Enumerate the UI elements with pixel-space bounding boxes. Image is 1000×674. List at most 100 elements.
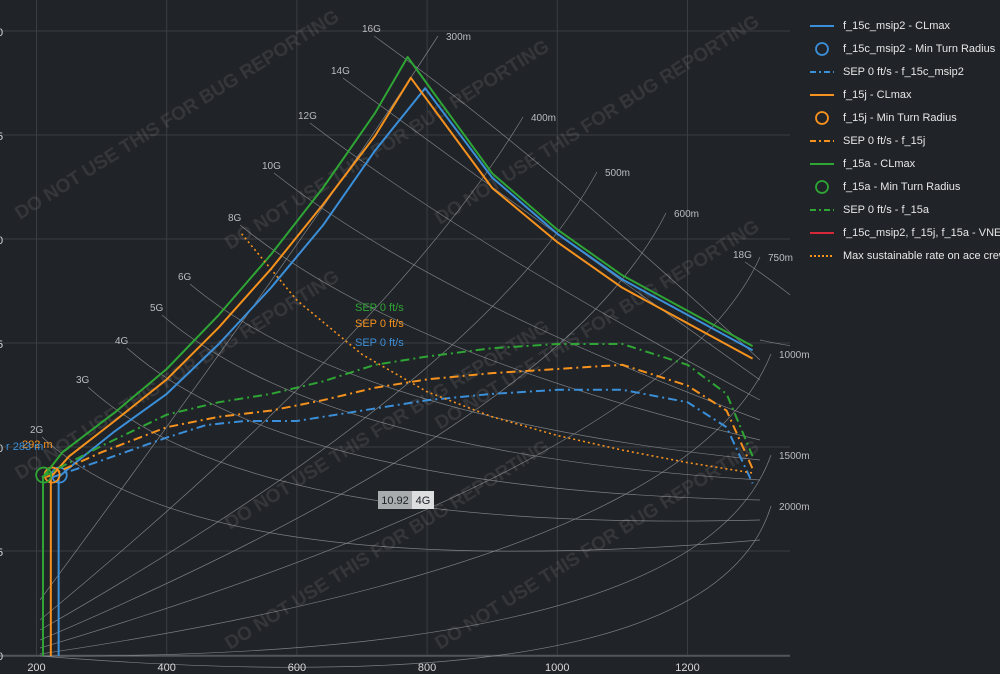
legend-item[interactable]: SEP 0 ft/s - f_15c_msip2 bbox=[808, 60, 1000, 83]
annotation: SEP 0 ft/s bbox=[355, 337, 404, 349]
legend-item[interactable]: SEP 0 ft/s - f_15a bbox=[808, 198, 1000, 221]
series-line bbox=[50, 76, 754, 478]
g-load-curve bbox=[41, 436, 761, 552]
g-load-curve bbox=[189, 283, 761, 461]
hover-label-box bbox=[412, 491, 434, 509]
legend-swatch bbox=[810, 208, 834, 211]
g-load-curve bbox=[373, 35, 761, 361]
legend-item[interactable]: f_15j - CLmax bbox=[808, 83, 1000, 106]
legend-label: f_15c_msip2 - Min Turn Radius bbox=[843, 42, 996, 55]
g-load-curve bbox=[239, 224, 761, 441]
g-label: 16G bbox=[362, 24, 381, 35]
legend: f_15c_msip2 - CLmax f_15c_msip2 - Min Tur… bbox=[808, 14, 1000, 267]
legend-item[interactable]: f_15j - Min Turn Radius bbox=[808, 106, 1000, 129]
g-label: 2G bbox=[30, 425, 44, 436]
legend-label: f_15j - Min Turn Radius bbox=[843, 111, 957, 124]
legend-label: f_15c_msip2 - CLmax bbox=[843, 19, 950, 32]
radius-label: 600m bbox=[674, 209, 699, 220]
radius-label: 1000m bbox=[779, 350, 810, 361]
legend-label: f_15j - CLmax bbox=[843, 88, 912, 101]
axis-ticks: 200 400 600 800 1000 1200 0 5 0 5 0 5 0 bbox=[0, 27, 700, 674]
radius-label: 750m bbox=[768, 253, 793, 264]
radius-label: 500m bbox=[605, 168, 630, 179]
y-tick-label: 5 bbox=[0, 547, 3, 559]
annotation: SEP 0 ft/s bbox=[355, 302, 404, 314]
x-tick-label: 1000 bbox=[545, 662, 569, 674]
legend-swatch bbox=[810, 231, 834, 234]
radius-label: 2000m bbox=[779, 502, 810, 513]
y-tick-label: 0 bbox=[0, 443, 3, 455]
legend-item[interactable]: f_15c_msip2, f_15j, f_15a - VNE bbox=[808, 221, 1000, 244]
legend-swatch bbox=[815, 179, 829, 194]
legend-label: f_15c_msip2, f_15j, f_15a - VNE bbox=[843, 226, 1000, 239]
legend-label: f_15a - Min Turn Radius bbox=[843, 180, 961, 193]
y-tick-label: 5 bbox=[0, 131, 3, 143]
legend-item[interactable]: Max sustainable rate on ace crew bbox=[808, 244, 1000, 267]
watermark-text: DO NOT USE THIS FOR BUG REPORTING bbox=[12, 266, 344, 484]
y-tick-label: 0 bbox=[0, 651, 3, 663]
radius-curve bbox=[39, 353, 772, 655]
series-line bbox=[57, 87, 754, 478]
g-label: 14G bbox=[331, 66, 350, 77]
g-label: 3G bbox=[76, 375, 90, 386]
series-line bbox=[41, 343, 754, 478]
radius-curve bbox=[39, 454, 772, 657]
g-load-curve bbox=[744, 261, 790, 346]
radius-label: 300m bbox=[446, 32, 471, 43]
radius-curve bbox=[39, 256, 761, 649]
legend-item[interactable]: f_15a - Min Turn Radius bbox=[808, 175, 1000, 198]
legend-swatch bbox=[810, 93, 834, 96]
legend-label: SEP 0 ft/s - f_15c_msip2 bbox=[843, 65, 964, 78]
watermark-text: DO NOT USE THIS FOR BUG REPORTING bbox=[432, 11, 764, 229]
legend-item[interactable]: f_15c_msip2 - CLmax bbox=[808, 14, 1000, 37]
annotation: 292 m bbox=[22, 439, 53, 451]
radius-curve bbox=[39, 505, 772, 668]
min-turn-radius-marker bbox=[35, 466, 53, 484]
legend-item[interactable]: f_15a - CLmax bbox=[808, 152, 1000, 175]
g-label: 12G bbox=[298, 111, 317, 122]
g-label: 4G bbox=[115, 336, 129, 347]
legend-label: SEP 0 ft/s - f_15j bbox=[843, 134, 926, 147]
legend-swatch bbox=[810, 70, 834, 73]
hover-label: 4G bbox=[416, 495, 431, 507]
series bbox=[35, 56, 754, 656]
hover-tooltip: 10.92 4G bbox=[378, 491, 434, 509]
legend-swatch bbox=[810, 162, 834, 165]
g-load-curve bbox=[87, 386, 761, 522]
series-line bbox=[240, 233, 753, 474]
legend-swatch bbox=[810, 254, 834, 257]
watermark-text: DO NOT USE THIS FOR BUG REPORTING bbox=[432, 436, 764, 654]
legend-label: f_15a - CLmax bbox=[843, 157, 916, 170]
x-tick-label: 800 bbox=[418, 662, 436, 674]
x-tick-label: 400 bbox=[158, 662, 176, 674]
series-line bbox=[45, 363, 754, 479]
series-line bbox=[52, 388, 754, 484]
legend-swatch bbox=[815, 41, 829, 56]
legend-swatch bbox=[810, 24, 834, 27]
radius-label: 400m bbox=[531, 113, 556, 124]
g-label: 18G bbox=[733, 250, 752, 261]
annotation: r 283 m bbox=[6, 441, 43, 453]
series-line bbox=[42, 56, 754, 478]
y-tick-label: 0 bbox=[0, 235, 3, 247]
radius-curve bbox=[39, 212, 667, 641]
g-label: 6G bbox=[178, 272, 192, 283]
watermark-text: DO NOT USE THIS FOR BUG REPORTING bbox=[222, 436, 554, 654]
g-label: 8G bbox=[228, 213, 242, 224]
g-label: 10G bbox=[262, 161, 281, 172]
y-tick-label: 0 bbox=[0, 27, 3, 39]
y-tick-label: 5 bbox=[0, 339, 3, 351]
g-load-curve bbox=[273, 172, 761, 421]
g-label: 5G bbox=[150, 303, 164, 314]
legend-label: Max sustainable rate on ace crew bbox=[843, 249, 1000, 262]
legend-item[interactable]: SEP 0 ft/s - f_15j bbox=[808, 129, 1000, 152]
legend-label: SEP 0 ft/s - f_15a bbox=[843, 203, 930, 216]
x-tick-label: 1200 bbox=[675, 662, 699, 674]
hover-value: 10.92 bbox=[381, 495, 409, 507]
g-load-curve bbox=[161, 314, 761, 481]
x-tick-label: 600 bbox=[288, 662, 306, 674]
legend-item[interactable]: f_15c_msip2 - Min Turn Radius bbox=[808, 37, 1000, 60]
radius-label: 1500m bbox=[779, 451, 810, 462]
